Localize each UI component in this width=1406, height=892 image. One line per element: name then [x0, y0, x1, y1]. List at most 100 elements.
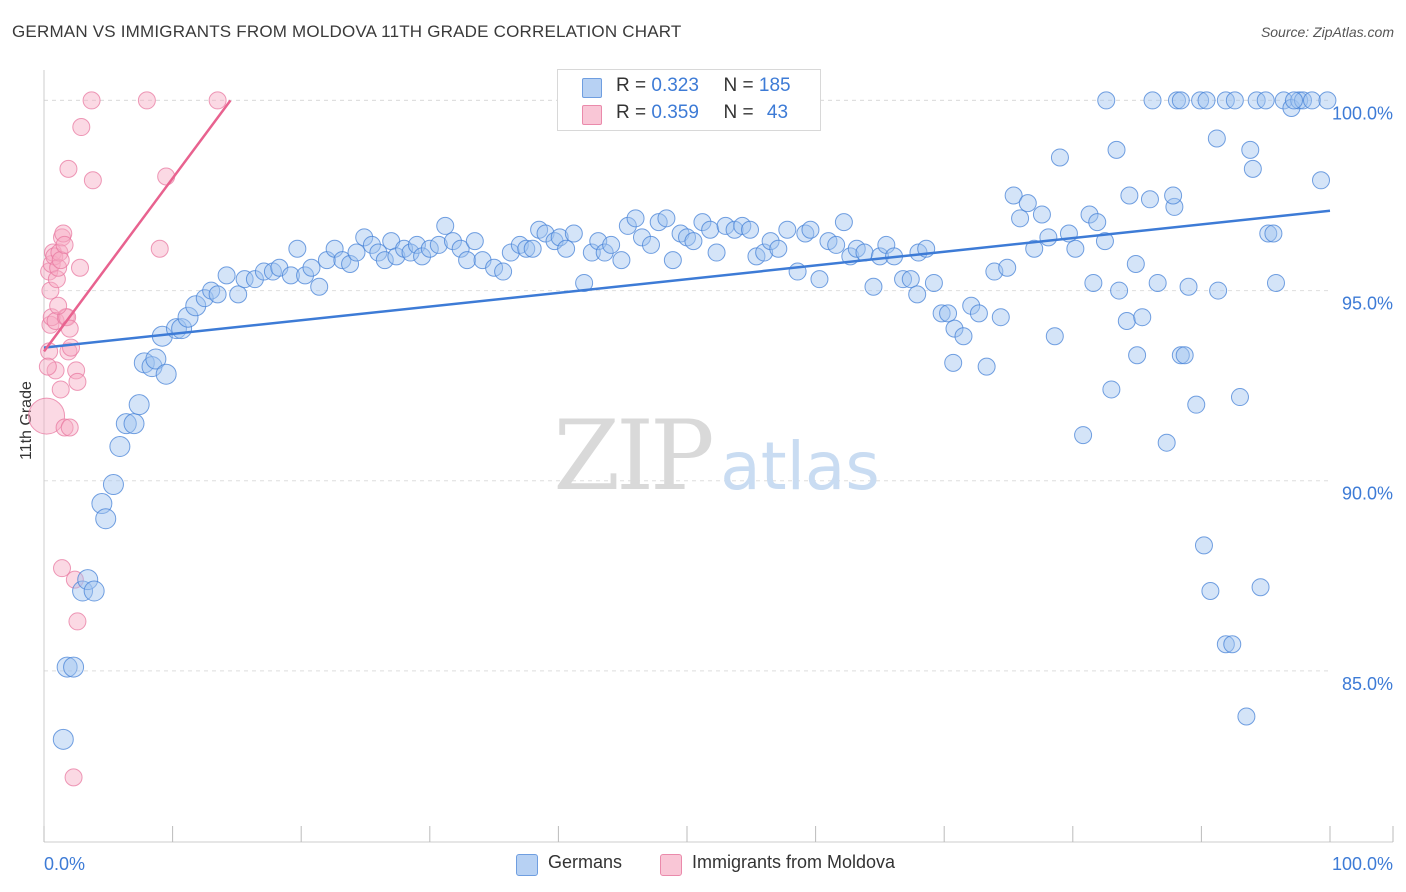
- legend-label-moldova: Immigrants from Moldova: [692, 852, 896, 872]
- german-point: [1120, 186, 1139, 205]
- german-point: [355, 228, 374, 247]
- german-point: [128, 394, 150, 416]
- german-point: [1140, 190, 1159, 209]
- german-point: [1128, 346, 1147, 365]
- german-point: [523, 239, 542, 258]
- german-point: [595, 243, 614, 262]
- german-point: [517, 239, 536, 258]
- moldova-point: [157, 167, 176, 186]
- moldova-point: [53, 559, 72, 578]
- german-point: [1025, 239, 1044, 258]
- german-point: [451, 239, 470, 258]
- german-point: [465, 232, 484, 251]
- moldova-point: [67, 361, 86, 380]
- german-point: [864, 277, 883, 296]
- moldova-point: [54, 224, 73, 243]
- german-point: [1164, 186, 1183, 205]
- moldova-point: [71, 258, 90, 277]
- german-point: [557, 239, 576, 258]
- german-point: [177, 306, 199, 328]
- german-point: [1318, 91, 1337, 110]
- german-point: [155, 363, 177, 385]
- german-point: [741, 220, 760, 239]
- german-point: [1095, 232, 1114, 251]
- german-point: [1084, 273, 1103, 292]
- german-point: [63, 656, 85, 678]
- german-point: [641, 235, 660, 254]
- moldova-point: [46, 311, 65, 330]
- legend-label-germans: Germans: [548, 852, 623, 872]
- german-point: [1216, 635, 1235, 654]
- german-point: [458, 251, 477, 270]
- german-point: [939, 304, 958, 323]
- german-point: [1126, 254, 1145, 273]
- german-point: [245, 270, 264, 289]
- german-point: [310, 277, 329, 296]
- german-point: [575, 273, 594, 292]
- legend-n-label: N =: [723, 75, 754, 96]
- german-point: [1284, 91, 1303, 110]
- german-point: [1110, 281, 1129, 300]
- watermark-zip: ZIP: [553, 400, 712, 512]
- german-point: [1194, 536, 1213, 555]
- source-label: Source: ZipAtlas.com: [1260, 24, 1394, 40]
- correlation-legend: R = 0.323 N = 185 R = 0.359 N = 43: [557, 69, 821, 131]
- german-point: [1201, 582, 1220, 601]
- german-point: [485, 258, 504, 277]
- moldova-point: [49, 296, 68, 315]
- german-point: [1107, 140, 1126, 159]
- moldova-point: [28, 397, 66, 435]
- moldova-point: [137, 91, 156, 110]
- legend-swatch-germans: [582, 78, 602, 98]
- german-point: [998, 258, 1017, 277]
- legend-swatch-germans: [516, 854, 538, 876]
- german-point: [1241, 140, 1260, 159]
- german-point: [657, 209, 676, 228]
- german-point: [347, 243, 366, 262]
- moldova-point: [83, 171, 102, 190]
- german-point: [969, 304, 988, 323]
- german-point: [56, 656, 78, 678]
- german-point: [1066, 239, 1085, 258]
- german-point: [1050, 148, 1069, 167]
- german-point: [908, 285, 927, 304]
- german-point: [1259, 224, 1278, 243]
- series-legend: Germans Immigrants from Moldova: [0, 852, 1406, 878]
- moldova-point: [38, 357, 57, 376]
- legend-n-value: 43: [766, 102, 789, 123]
- german-point: [1293, 91, 1312, 110]
- german-point: [1223, 635, 1242, 654]
- german-point: [1039, 228, 1058, 247]
- german-point: [932, 304, 951, 323]
- german-point: [1045, 327, 1064, 346]
- trend-lines: [42, 99, 1331, 353]
- moldova-point: [62, 338, 81, 357]
- german-point: [341, 254, 360, 273]
- german-point: [95, 508, 117, 530]
- german-point: [701, 220, 720, 239]
- moldova-point: [208, 91, 227, 110]
- moldova-trend-line: [42, 99, 232, 353]
- german-point: [1004, 186, 1023, 205]
- legend-r-value: 0.359: [651, 102, 699, 123]
- german-point: [296, 266, 315, 285]
- german-point: [494, 262, 513, 281]
- moldova-point: [60, 319, 79, 338]
- german-point: [801, 220, 820, 239]
- german-point: [102, 474, 124, 496]
- moldova-point: [51, 380, 70, 399]
- german-point: [536, 224, 555, 243]
- legend-swatch-moldova: [582, 105, 602, 125]
- german-point: [436, 216, 455, 235]
- german-point: [1197, 91, 1216, 110]
- moldova-point: [68, 612, 87, 631]
- german-point: [870, 247, 889, 266]
- german-point: [109, 435, 131, 457]
- moldova-points: [28, 91, 227, 787]
- german-point: [1179, 277, 1198, 296]
- german-point: [254, 262, 273, 281]
- moldova-point: [55, 235, 74, 254]
- german-point: [827, 235, 846, 254]
- german-point: [1143, 91, 1162, 110]
- german-point: [707, 243, 726, 262]
